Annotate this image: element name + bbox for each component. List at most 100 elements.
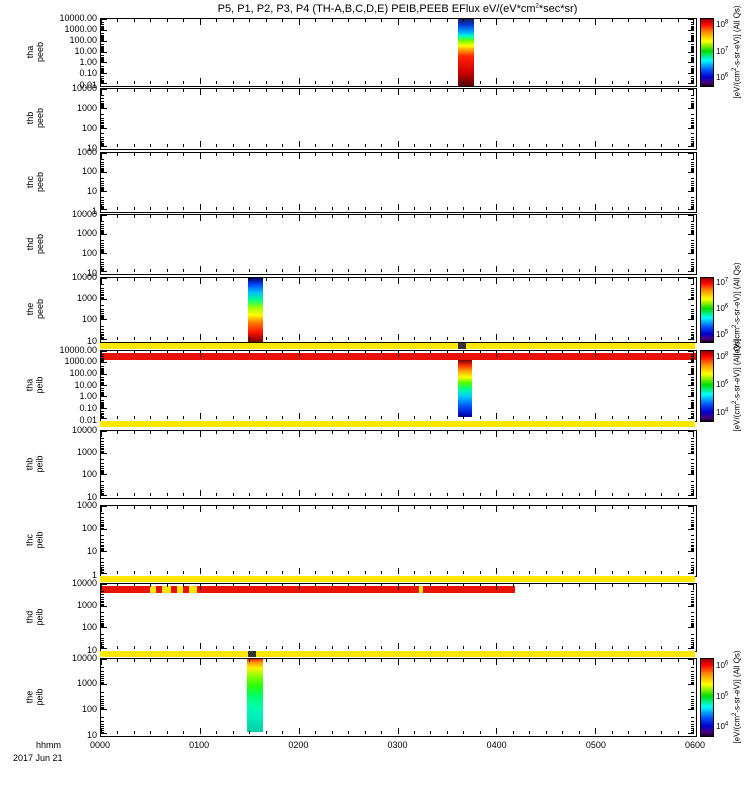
y-tick-mark	[101, 191, 107, 192]
x-tick-mark	[233, 89, 234, 92]
x-tick-mark	[628, 19, 629, 22]
y-minor-tick	[101, 414, 104, 415]
x-tick-mark	[332, 659, 333, 662]
y-minor-tick	[101, 105, 104, 106]
panel-frame-the-peeb	[100, 277, 697, 343]
y-minor-tick	[101, 597, 104, 598]
x-tick-mark	[183, 153, 184, 156]
y-minor-tick	[691, 178, 694, 179]
y-minor-tick	[691, 612, 694, 613]
x-tick-mark	[282, 207, 283, 210]
y-minor-tick	[691, 717, 694, 718]
x-tick-mark	[150, 646, 151, 649]
y-minor-tick	[691, 550, 694, 551]
y-minor-tick	[101, 678, 104, 679]
y-minor-tick	[691, 326, 694, 327]
x-tick-mark	[414, 351, 415, 354]
y-minor-tick	[101, 525, 104, 526]
x-tick-mark	[216, 337, 217, 340]
y-tick-mark	[688, 41, 694, 42]
y-minor-tick	[101, 72, 104, 73]
panel-frame-thc-peeb	[100, 152, 697, 213]
x-tick-label: 0600	[684, 740, 706, 750]
y-tick-label: 100.00	[69, 367, 97, 378]
x-tick-mark	[365, 89, 366, 92]
y-minor-tick	[101, 360, 104, 361]
y-minor-tick	[691, 354, 694, 355]
y-tick-mark	[688, 153, 694, 154]
y-minor-tick	[691, 338, 694, 339]
y-tick-label: 100	[81, 469, 97, 480]
x-tick-mark	[661, 351, 662, 354]
y-minor-tick	[691, 405, 694, 406]
y-minor-tick	[691, 392, 694, 393]
x-tick-mark	[579, 584, 580, 587]
x-tick-mark	[480, 144, 481, 147]
y-minor-tick	[691, 264, 694, 265]
y-minor-tick	[101, 539, 104, 540]
x-tick-mark	[249, 215, 250, 218]
x-tick-mark	[365, 81, 366, 84]
x-tick-mark	[117, 493, 118, 496]
colorbar-the-peib	[700, 658, 714, 737]
x-tick-mark	[661, 659, 662, 662]
x-tick-mark	[332, 89, 333, 92]
y-minor-tick	[101, 284, 104, 285]
x-tick-mark	[661, 81, 662, 84]
x-tick-mark	[134, 278, 135, 281]
x-tick-mark	[529, 351, 530, 354]
y-minor-tick	[101, 264, 104, 265]
y-minor-tick	[691, 231, 694, 232]
y-minor-tick	[101, 288, 104, 289]
x-tick-mark	[150, 659, 151, 662]
x-tick-mark	[117, 19, 118, 22]
y-minor-tick	[101, 550, 104, 551]
y-minor-tick	[691, 728, 694, 729]
x-tick-mark	[216, 89, 217, 92]
y-minor-tick	[101, 604, 104, 605]
x-tick-mark	[398, 490, 399, 496]
y-minor-tick	[691, 451, 694, 452]
y-minor-tick	[101, 338, 104, 339]
x-tick-mark	[414, 416, 415, 419]
y-minor-tick	[691, 230, 694, 231]
y-minor-tick	[101, 354, 104, 355]
y-minor-tick	[691, 626, 694, 627]
y-minor-tick	[101, 402, 104, 403]
x-tick-mark	[628, 337, 629, 340]
y-tick-mark	[101, 584, 107, 585]
y-minor-tick	[691, 339, 694, 340]
x-tick-mark	[645, 278, 646, 281]
x-tick-mark	[183, 731, 184, 734]
x-tick-mark	[678, 153, 679, 156]
x-tick-mark	[513, 81, 514, 84]
x-tick-mark	[496, 153, 497, 159]
x-tick-mark	[150, 269, 151, 272]
x-tick-mark	[266, 731, 267, 734]
y-minor-tick	[691, 402, 694, 403]
x-tick-mark	[463, 571, 464, 574]
x-tick-mark	[117, 431, 118, 434]
y-minor-tick	[691, 545, 694, 546]
x-tick-mark	[117, 207, 118, 210]
y-minor-tick	[101, 329, 104, 330]
y-minor-tick	[691, 733, 694, 734]
x-tick-mark	[398, 351, 399, 357]
x-tick-mark	[134, 215, 135, 218]
x-tick-mark	[150, 431, 151, 434]
y-minor-tick	[691, 57, 694, 58]
y-minor-tick	[101, 683, 104, 684]
y-tick-label: 10000	[71, 82, 97, 93]
y-minor-tick	[691, 438, 694, 439]
x-tick-mark	[529, 144, 530, 147]
y-minor-tick	[101, 80, 104, 81]
y-tick-mark	[101, 153, 107, 154]
x-tick-mark	[101, 141, 102, 147]
y-minor-tick	[691, 162, 694, 163]
y-minor-tick	[101, 724, 104, 725]
y-minor-tick	[691, 145, 694, 146]
panel-frame-tha-peeb	[100, 18, 697, 87]
x-tick-mark	[529, 506, 530, 509]
y-tick-mark	[101, 709, 107, 710]
